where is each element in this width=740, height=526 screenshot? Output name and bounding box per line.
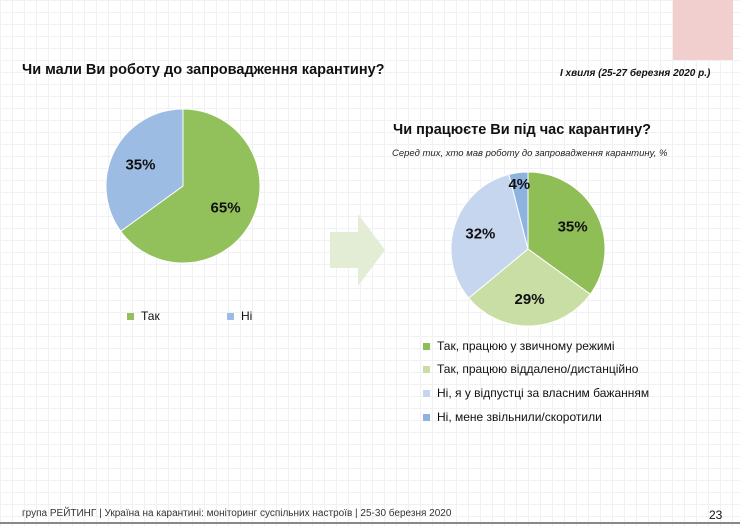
legend-swatch bbox=[227, 312, 234, 320]
pie-slice bbox=[450, 173, 529, 299]
data-label: 65% bbox=[211, 200, 241, 217]
wave-label: І хвиля (25-27 березня 2020 р.) bbox=[560, 68, 711, 79]
legend-swatch bbox=[423, 342, 430, 350]
legend-item: Ні, я у відпустці за власним бажанням bbox=[423, 386, 649, 400]
page-number: 23 bbox=[709, 508, 723, 522]
data-label: 29% bbox=[515, 291, 545, 308]
arrow-icon bbox=[330, 214, 385, 286]
data-label: 4% bbox=[508, 176, 530, 193]
legend-label: Ні, я у відпустці за власним бажанням bbox=[437, 386, 650, 400]
pie-slice bbox=[120, 108, 261, 264]
legend-swatch bbox=[423, 389, 430, 397]
pie-slice bbox=[508, 171, 529, 250]
legend-label: Ні bbox=[241, 309, 253, 323]
data-label: 35% bbox=[125, 156, 155, 173]
legend-swatch bbox=[423, 365, 430, 373]
legend-item: Ні, мене звільнили/скоротили bbox=[423, 410, 602, 424]
pie-slice bbox=[527, 171, 606, 295]
data-label: 32% bbox=[465, 226, 495, 243]
footer-text: група РЕЙТИНГ | Україна на карантині: мо… bbox=[22, 508, 452, 519]
pie-slice bbox=[105, 108, 184, 232]
chart2-subtitle: Серед тих, хто мав роботу до запроваджен… bbox=[392, 148, 668, 159]
legend-label: Так bbox=[141, 309, 160, 323]
pie-slice bbox=[467, 248, 591, 327]
legend-item: Ні bbox=[227, 309, 252, 323]
chart1-title: Чи мали Ви роботу до запровадження каран… bbox=[22, 62, 385, 78]
chart2-title: Чи працюєте Ви під час карантину? bbox=[393, 122, 652, 138]
legend-label: Так, працюю у звичному режимі bbox=[437, 339, 615, 353]
legend-item: Так, працюю віддалено/дистанційно bbox=[423, 362, 638, 376]
legend-label: Так, працюю віддалено/дистанційно bbox=[437, 362, 639, 376]
legend-label: Ні, мене звільнили/скоротили bbox=[437, 410, 602, 424]
rating-logo bbox=[673, 0, 733, 60]
footer-divider bbox=[0, 522, 740, 524]
data-label: 35% bbox=[558, 218, 588, 235]
legend-swatch bbox=[127, 312, 134, 320]
legend-item: Так, працюю у звичному режимі bbox=[423, 339, 614, 353]
legend-item: Так bbox=[127, 309, 160, 323]
legend-swatch bbox=[423, 413, 430, 421]
